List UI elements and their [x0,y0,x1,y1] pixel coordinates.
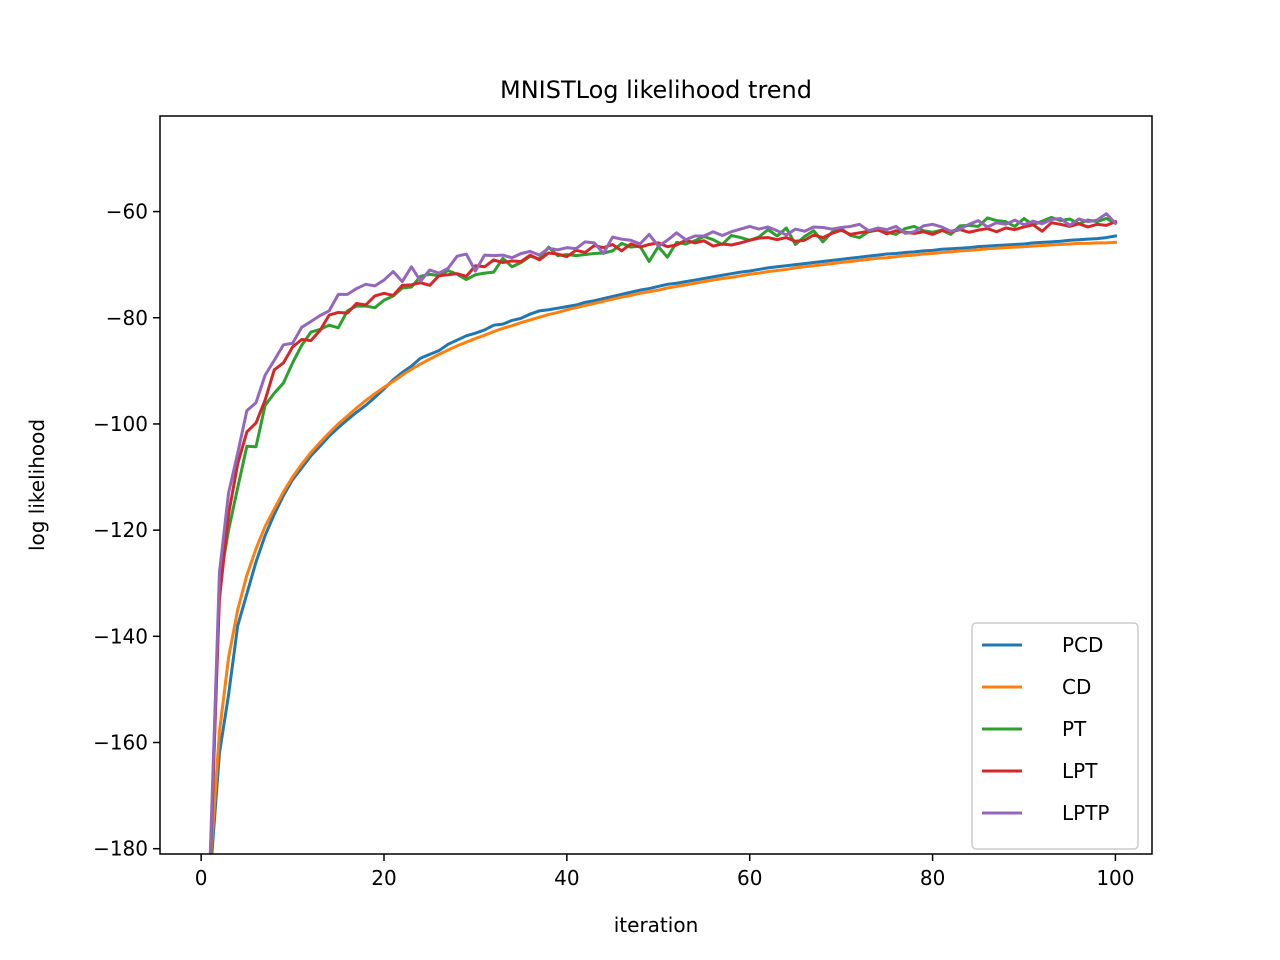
legend-label-lptp: LPTP [1062,801,1109,825]
plot-area: 0 20 40 60 80 100 −180 −160 −140 −120 −100 −80 −60 [93,115,1153,890]
x-tick-label: 80 [920,866,945,890]
x-tick-label: 20 [371,866,396,890]
chart-title: MNISTLog likelihood trend [500,76,812,104]
x-tick-label: 0 [195,866,208,890]
y-tick-label: −100 [93,412,148,436]
legend: PCD CD PT LPT LPTP [971,622,1139,850]
y-tick-label: −140 [93,624,148,648]
legend-label-cd: CD [1062,675,1091,699]
legend-label-pcd: PCD [1062,633,1103,657]
x-tick-label: 40 [554,866,579,890]
legend-label-pt: PT [1062,717,1087,741]
y-tick-label: −180 [93,837,148,861]
legend-box [971,622,1139,850]
y-tick-label: −160 [93,731,148,755]
x-tick-label: 60 [737,866,762,890]
axes-frame [159,115,1153,855]
y-tick-label: −120 [93,518,148,542]
y-axis-label: log likelihood [25,419,49,551]
series-line-lptp [208,212,1118,854]
y-tick-label: −60 [106,200,148,224]
x-axis-label: iteration [614,913,699,937]
series-line-cd [209,240,1118,854]
legend-label-lpt: LPT [1062,759,1098,783]
x-tick-label: 100 [1096,866,1134,890]
series-line-pcd [210,234,1118,854]
y-tick-label: −80 [106,306,148,330]
